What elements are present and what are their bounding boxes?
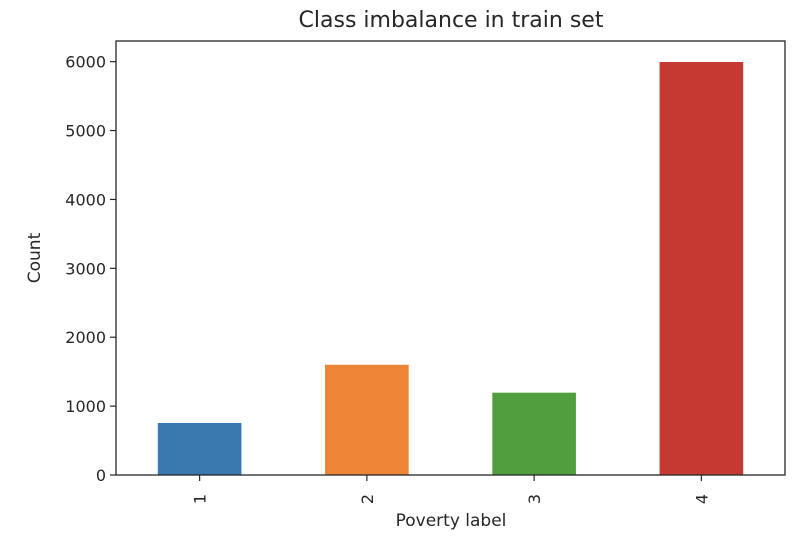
bar-2 [325, 364, 409, 475]
x-tick-label: 3 [525, 494, 544, 504]
x-tick-label: 4 [692, 494, 711, 504]
y-tick-label: 3000 [65, 259, 106, 278]
x-axis-ticks: 1 2 3 4 [191, 475, 711, 504]
y-axis-label: Count [25, 232, 45, 283]
y-tick-label: 4000 [65, 190, 106, 209]
plot-frame [115, 40, 786, 476]
chart-title: Class imbalance in train set [299, 8, 604, 33]
bars [157, 62, 744, 476]
y-axis-ticks: 0 1000 2000 3000 4000 5000 6000 [65, 53, 116, 485]
bar-4 [659, 62, 744, 476]
y-tick-label: 2000 [65, 328, 106, 347]
bar-3 [492, 392, 576, 475]
x-tick-label: 2 [358, 494, 377, 504]
y-tick-label: 1000 [65, 397, 106, 416]
y-tick-label: 6000 [65, 53, 106, 72]
y-tick-label: 5000 [65, 122, 106, 141]
x-axis-label: Poverty label [396, 511, 507, 531]
y-tick-label: 0 [96, 466, 106, 485]
x-tick-label: 1 [191, 494, 210, 504]
bar-1 [157, 422, 242, 475]
